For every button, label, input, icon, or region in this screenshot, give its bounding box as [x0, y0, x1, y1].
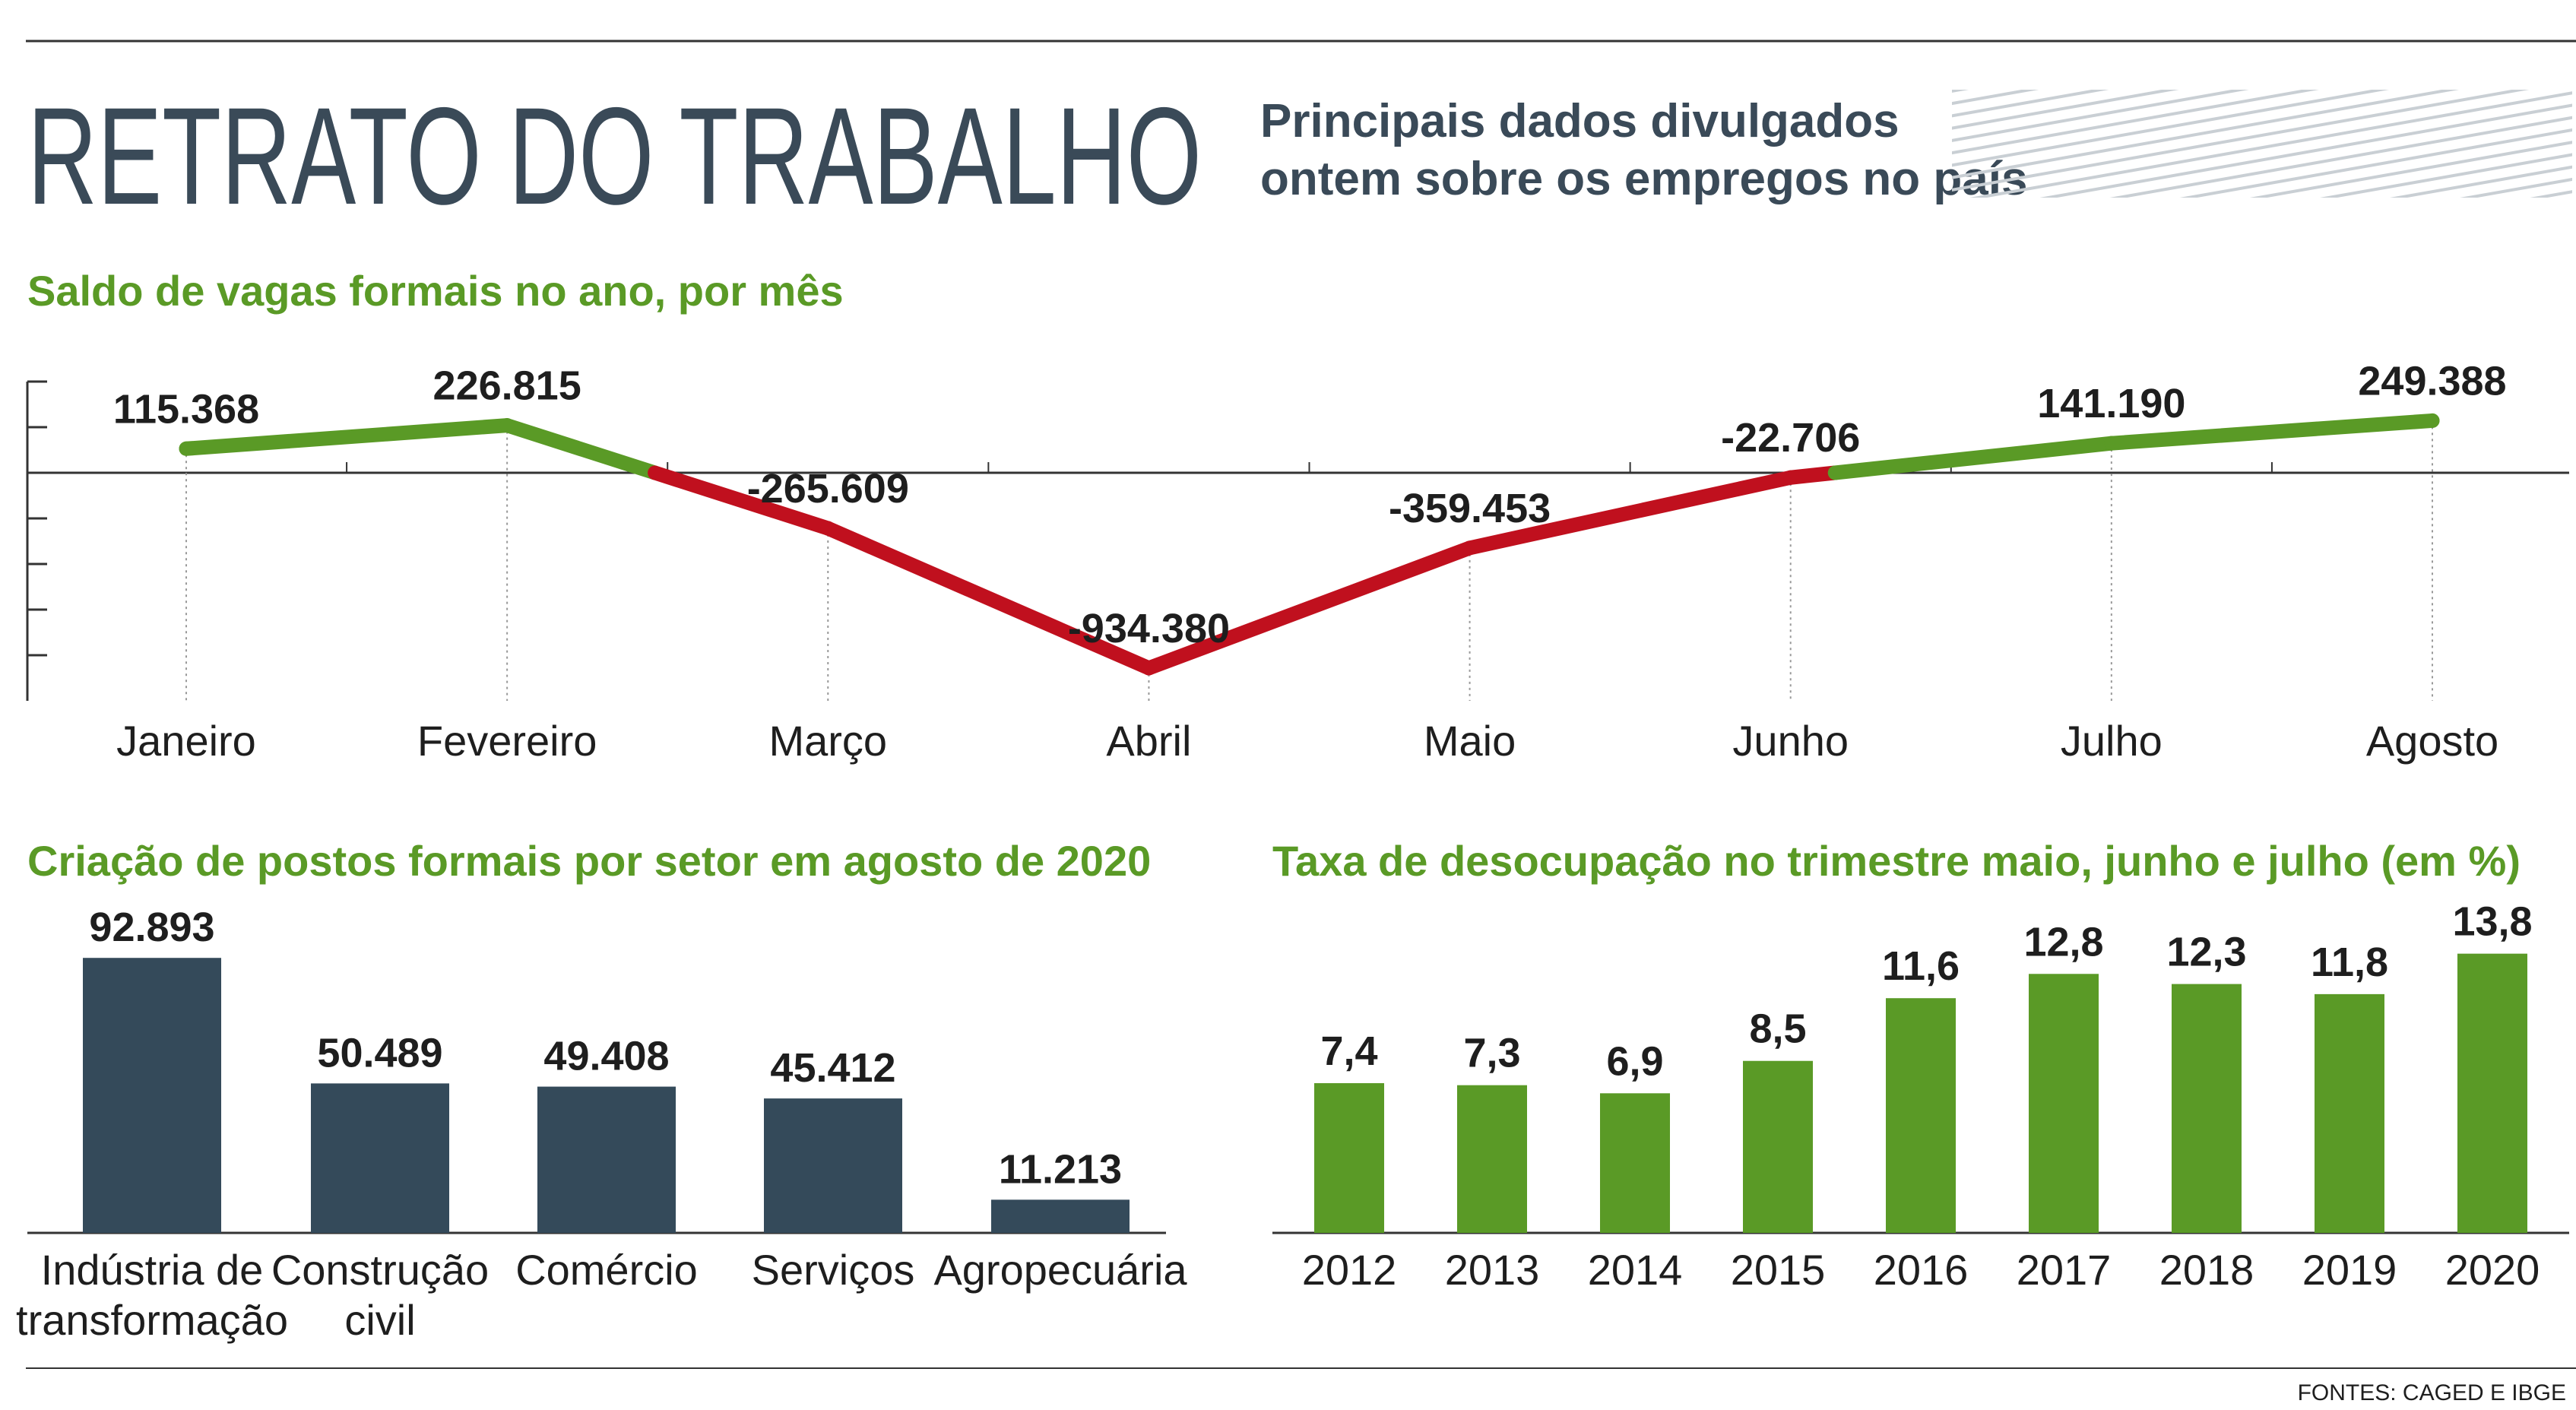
data-label: 141.190 [2037, 381, 2185, 426]
source-note: FONTES: CAGED E IBGE [2298, 1380, 2566, 1405]
data-label: -934.380 [1068, 606, 1230, 651]
data-point [2425, 413, 2440, 428]
bar [1314, 1083, 1384, 1233]
x-tick-label: transformação [16, 1296, 288, 1344]
data-label: 11,6 [1882, 943, 1960, 989]
bar [83, 958, 221, 1233]
x-tick-label: 2015 [1731, 1246, 1826, 1294]
bar [1743, 1060, 1813, 1233]
bar [311, 1083, 449, 1233]
line-segment [179, 418, 515, 456]
data-label: 11.213 [999, 1146, 1122, 1192]
line-segment [1141, 540, 1478, 676]
desocupacao-bar-chart: 7,4 2012 7,3 2013 6,9 2014 8,5 2015 11,6 2016 12,8… [1272, 899, 2569, 1294]
x-tick-label: Indústria de [41, 1246, 264, 1294]
saldo-chart-title: Saldo de vagas formais no ano, por mês [27, 267, 844, 315]
page-subtitle-line1: Principais dados divulgados [1260, 95, 1900, 147]
bar [2315, 993, 2384, 1233]
data-point [1462, 540, 1478, 556]
data-point [2104, 436, 2119, 451]
bar [2029, 974, 2099, 1233]
data-label: 12,3 [2166, 930, 2246, 975]
x-tick-label: Construção [271, 1246, 489, 1294]
x-tick-label: 2012 [1302, 1246, 1397, 1294]
bar [537, 1086, 676, 1233]
x-tick-label: 2019 [2302, 1246, 2397, 1294]
x-tick-label: 2020 [2445, 1246, 2540, 1294]
data-label: 12,8 [2023, 919, 2103, 965]
data-label: 226.815 [433, 363, 581, 409]
line-segment [820, 521, 1156, 676]
setores-chart-title: Criação de postos formais por setor em a… [27, 837, 1151, 885]
data-label: 8,5 [1749, 1006, 1806, 1052]
data-label: 115.368 [113, 386, 259, 432]
x-tick-label: Maio [1424, 717, 1516, 765]
line-segment [1827, 436, 2119, 480]
data-label: 92.893 [89, 905, 214, 950]
x-tick-label: Fevereiro [417, 717, 597, 765]
bar [1600, 1093, 1670, 1233]
data-label: 6,9 [1606, 1038, 1663, 1084]
x-tick-label: 2014 [1588, 1246, 1683, 1294]
data-label: -22.706 [1721, 415, 1860, 461]
page-title: RETRATO DO TRABALHO [27, 78, 1202, 233]
data-label: 13,8 [2452, 899, 2532, 945]
data-label: 249.388 [2358, 358, 2506, 404]
x-tick-label: 2018 [2159, 1246, 2254, 1294]
saldo-line-chart: 115.368 226.815 -265.609 -934.380 -359.453 -2… [26, 358, 2569, 765]
x-tick-label: 2017 [2017, 1246, 2112, 1294]
line-segment [2104, 413, 2440, 451]
data-label: 7,4 [1320, 1028, 1377, 1074]
x-tick-label: 2016 [1874, 1246, 1969, 1294]
bar [991, 1199, 1130, 1233]
x-tick-label: Serviços [752, 1246, 915, 1294]
x-tick-label: civil [344, 1296, 415, 1344]
bar [1886, 998, 1956, 1233]
x-tick-label: Agosto [2366, 717, 2498, 765]
desocupacao-chart-title: Taxa de desocupação no trimestre maio, j… [1272, 837, 2521, 885]
bar [2457, 953, 2527, 1233]
x-tick-label: Abril [1106, 717, 1191, 765]
data-point [1783, 470, 1798, 485]
data-label: 45.412 [770, 1045, 895, 1091]
data-label: 49.408 [543, 1034, 669, 1079]
bar [1457, 1085, 1527, 1233]
data-point [820, 521, 835, 536]
x-tick-label: 2013 [1445, 1246, 1540, 1294]
data-label: -359.453 [1389, 486, 1551, 531]
data-label: 50.489 [317, 1030, 442, 1076]
bar [2172, 984, 2242, 1233]
line-segment [499, 418, 663, 480]
bar [764, 1098, 902, 1233]
line-segment [648, 465, 835, 536]
x-tick-label: Julho [2061, 717, 2163, 765]
x-tick-label: Agropecuária [933, 1246, 1187, 1294]
header-hatch-decoration [1952, 90, 2572, 198]
x-tick-label: Janeiro [116, 717, 256, 765]
x-tick-label: Junho [1732, 717, 1849, 765]
data-point [179, 441, 194, 456]
data-point [499, 418, 515, 433]
data-point [1141, 661, 1156, 676]
page-subtitle-line2: ontem sobre os empregos no país [1260, 153, 2027, 205]
x-tick-label: Comércio [515, 1246, 698, 1294]
data-label: -265.609 [747, 466, 909, 512]
data-label: 7,3 [1463, 1031, 1520, 1076]
line-segment [1462, 470, 1798, 556]
x-tick-label: Março [768, 717, 887, 765]
line-segment [1783, 465, 1842, 485]
data-label: 11,8 [2311, 939, 2388, 985]
